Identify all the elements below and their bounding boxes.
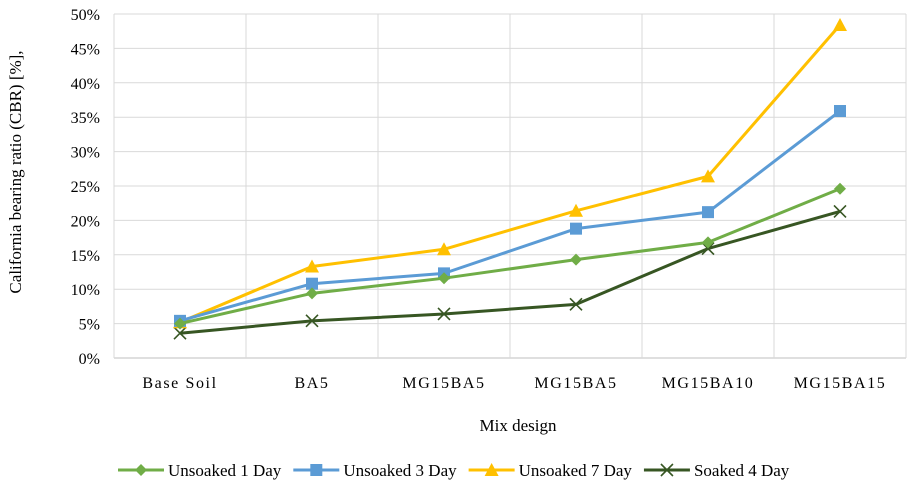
y-tick-label: 20% xyxy=(71,213,100,230)
y-tick-label: 15% xyxy=(71,248,100,265)
point-marker xyxy=(306,277,318,290)
y-tick-label: 5% xyxy=(79,317,100,334)
point-marker xyxy=(570,253,582,266)
point-marker xyxy=(173,326,187,340)
y-tick-label: 10% xyxy=(71,282,100,299)
series-line xyxy=(179,210,841,335)
x-tick-label: MG15BA15 xyxy=(794,375,887,392)
point-marker xyxy=(833,204,847,219)
plot-area xyxy=(173,18,847,340)
x-tick-label: MG15BA10 xyxy=(662,375,755,392)
legend-label: Unsoaked 3 Day xyxy=(343,461,457,480)
series-line xyxy=(179,24,842,324)
point-marker xyxy=(570,222,582,235)
point-marker xyxy=(569,203,583,217)
point-marker xyxy=(834,105,846,118)
x-tick-label: Base Soil xyxy=(142,375,217,392)
legend-label: Soaked 4 Day xyxy=(694,461,790,480)
y-tick-label: 0% xyxy=(79,351,100,368)
y-axis-title: California bearing ratio (CBR) [%], xyxy=(6,50,25,293)
point-marker xyxy=(702,236,714,249)
y-tick-label: 45% xyxy=(71,41,100,58)
point-marker xyxy=(135,464,147,476)
y-tick-label: 25% xyxy=(71,179,100,196)
point-marker xyxy=(701,242,715,256)
point-marker xyxy=(660,463,674,477)
y-tick-label: 50% xyxy=(71,7,100,24)
point-marker xyxy=(569,297,583,311)
legend-item: Unsoaked 3 Day xyxy=(293,461,457,480)
legend: Unsoaked 1 Day Unsoaked 3 Day Unsoaked 7 D… xyxy=(118,461,790,480)
point-marker xyxy=(306,287,318,300)
y-tick-label: 30% xyxy=(71,145,100,162)
series xyxy=(174,182,846,330)
series xyxy=(173,204,847,340)
series xyxy=(174,105,846,327)
point-marker xyxy=(484,463,499,476)
point-marker xyxy=(702,206,714,219)
grid xyxy=(113,13,907,359)
point-marker xyxy=(174,317,186,330)
series-line xyxy=(179,109,841,323)
point-marker xyxy=(437,242,451,256)
point-marker xyxy=(833,18,847,32)
x-tick-label: BA5 xyxy=(294,375,329,392)
point-marker xyxy=(305,314,319,328)
x-axis-title: Mix design xyxy=(480,416,557,435)
series-line xyxy=(179,187,841,326)
point-marker xyxy=(438,272,450,285)
legend-item: Unsoaked 7 Day xyxy=(468,461,633,480)
point-marker xyxy=(834,182,846,195)
y-tick-label: 35% xyxy=(71,110,100,127)
axes: 0% 5% 10% 15% 20% 25% 30% 35% 40% 45% 50% Base Soil… xyxy=(71,7,887,392)
legend-label: Unsoaked 7 Day xyxy=(519,461,633,480)
point-marker xyxy=(310,464,323,476)
legend-item: Soaked 4 Day xyxy=(643,461,790,480)
point-marker xyxy=(701,169,715,183)
y-tick-label: 40% xyxy=(71,76,100,93)
point-marker xyxy=(305,259,319,273)
legend-item: Unsoaked 1 Day xyxy=(118,461,282,480)
x-tick-label: MG15BA5 xyxy=(402,375,485,392)
point-marker xyxy=(437,307,451,321)
x-tick-label: MG15BA5 xyxy=(534,375,617,392)
legend-label: Unsoaked 1 Day xyxy=(168,461,282,480)
